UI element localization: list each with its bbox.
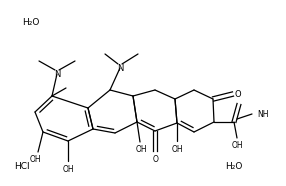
Text: OH: OH xyxy=(62,164,74,174)
Text: OH: OH xyxy=(171,145,183,153)
Text: HCl: HCl xyxy=(14,162,30,171)
Text: O: O xyxy=(153,155,159,163)
Text: N: N xyxy=(117,63,123,73)
Text: OH: OH xyxy=(231,140,243,150)
Text: O: O xyxy=(235,89,241,99)
Text: H₂O: H₂O xyxy=(225,162,242,171)
Text: OH: OH xyxy=(29,155,41,164)
Text: OH: OH xyxy=(135,145,147,155)
Text: H₂O: H₂O xyxy=(22,18,39,27)
Text: NH: NH xyxy=(257,110,269,118)
Text: N: N xyxy=(54,70,60,78)
